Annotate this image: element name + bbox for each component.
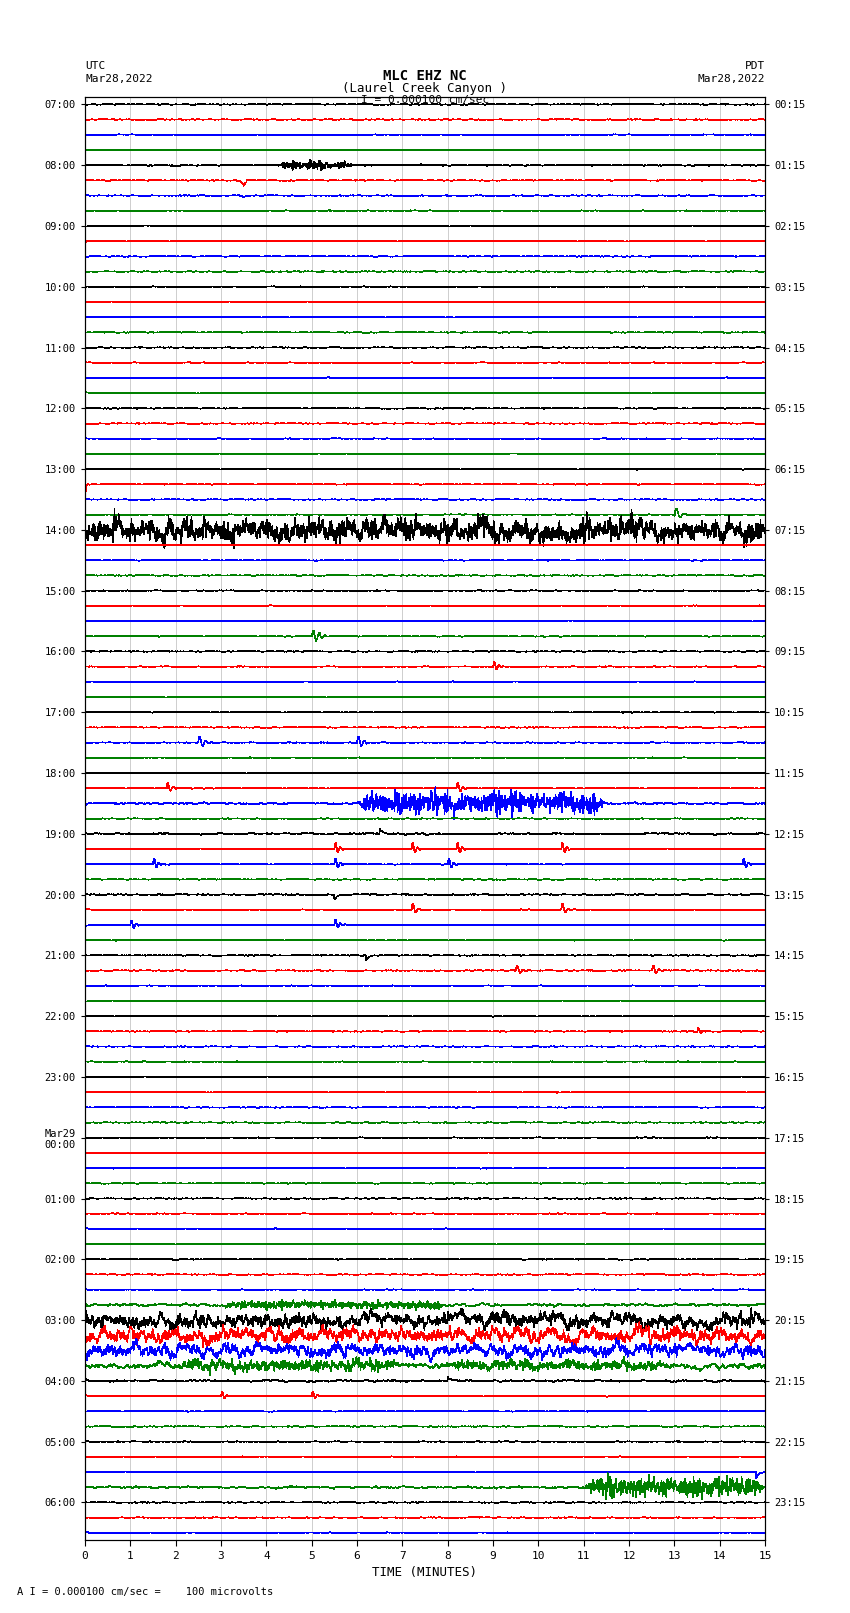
Text: (Laurel Creek Canyon ): (Laurel Creek Canyon ) <box>343 82 507 95</box>
Text: PDT: PDT <box>745 61 765 71</box>
Text: Mar28,2022: Mar28,2022 <box>85 74 152 84</box>
X-axis label: TIME (MINUTES): TIME (MINUTES) <box>372 1566 478 1579</box>
Text: I = 0.000100 cm/sec: I = 0.000100 cm/sec <box>361 95 489 105</box>
Text: A I = 0.000100 cm/sec =    100 microvolts: A I = 0.000100 cm/sec = 100 microvolts <box>17 1587 273 1597</box>
Text: MLC EHZ NC: MLC EHZ NC <box>383 69 467 84</box>
Text: Mar28,2022: Mar28,2022 <box>698 74 765 84</box>
Text: UTC: UTC <box>85 61 105 71</box>
